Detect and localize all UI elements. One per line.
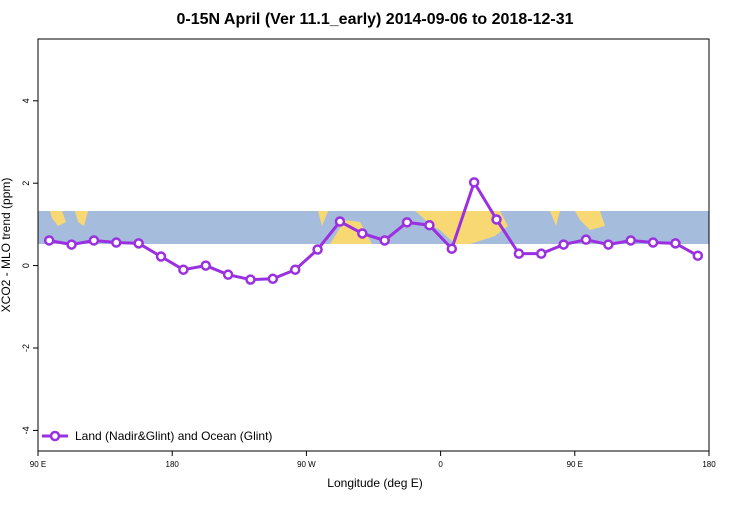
data-point <box>43 235 55 246</box>
y-tick-label: -4 <box>21 426 31 434</box>
data-point <box>670 238 681 249</box>
y-tick-label: 0 <box>21 263 31 268</box>
x-tick-label: 180 <box>166 460 180 469</box>
data-point <box>603 239 614 250</box>
data-point <box>580 234 592 245</box>
data-point <box>178 264 189 275</box>
data-point <box>88 235 100 246</box>
x-tick-label: 90 E <box>30 460 46 469</box>
data-point <box>222 269 234 280</box>
legend-label: Land (Nadir&Glint) and Ocean (Glint) <box>75 429 272 443</box>
data-point <box>468 177 480 188</box>
data-point <box>312 244 323 255</box>
x-tick-label: 180 <box>702 460 716 469</box>
data-point <box>245 274 256 285</box>
y-tick-label: 2 <box>21 181 31 186</box>
y-tick-label: 4 <box>21 98 31 103</box>
y-tick-label: -2 <box>21 344 31 352</box>
data-point <box>647 237 659 248</box>
data-point <box>692 250 704 261</box>
y-axis-label: XCO2 - MLO trend (ppm) <box>0 178 13 313</box>
x-tick-label: 90 W <box>297 460 316 469</box>
data-point <box>357 228 368 239</box>
data-point <box>200 260 211 271</box>
data-point <box>625 235 636 246</box>
data-point <box>111 237 122 248</box>
data-point <box>446 243 458 254</box>
data-point <box>334 216 346 227</box>
x-tick-label: 90 E <box>567 460 583 469</box>
data-point <box>491 214 502 225</box>
data-point <box>66 239 77 250</box>
x-tick-label: 0 <box>438 460 443 469</box>
data-point <box>133 238 144 249</box>
x-axis-label: Longitude (deg E) <box>327 476 422 490</box>
data-point <box>401 217 413 228</box>
data-point <box>558 239 569 250</box>
legend-marker <box>49 430 61 442</box>
data-point <box>424 219 435 231</box>
data-point <box>379 235 390 246</box>
data-point <box>155 251 167 262</box>
plot-frame <box>37 38 710 452</box>
chart-title: 0-15N April (Ver 11.1_early) 2014-09-06 … <box>177 11 574 28</box>
data-point <box>289 264 301 275</box>
data-point <box>267 273 279 285</box>
data-point <box>536 248 547 259</box>
data-point <box>513 248 525 259</box>
